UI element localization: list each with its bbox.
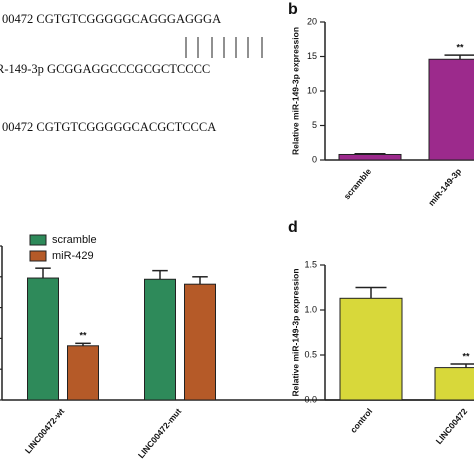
- bar: [338, 153, 402, 161]
- y-tick-label: 5: [312, 120, 317, 130]
- y-tick-label: 1.0: [304, 304, 317, 314]
- bar: [339, 297, 403, 401]
- significance: **: [456, 42, 464, 52]
- y-axis-label: Relative miR-149-3p expression: [290, 268, 300, 396]
- match-bars: [185, 37, 263, 58]
- sequence: R-149-3p GCGGAGGCCCGCGCTCCCC: [0, 62, 210, 76]
- bar: [184, 283, 216, 401]
- sequence: 00472 CGTGTCGGGGGCACGCTCCCA: [2, 120, 216, 134]
- y-axis-label: Relative miR-149-3p expression: [290, 27, 300, 155]
- y-tick-label: 1.5: [304, 259, 317, 269]
- y-tick-label: 0: [312, 154, 317, 164]
- legend-swatch: [29, 250, 47, 262]
- bar: [67, 345, 99, 401]
- bar: [434, 367, 474, 401]
- legend-label: miR-429: [52, 250, 94, 262]
- significance: **: [462, 351, 470, 361]
- legend-swatch: [29, 234, 47, 246]
- y-tick-label: 10: [307, 85, 317, 95]
- x-tick-label: control: [348, 406, 374, 434]
- panel-label: b: [288, 1, 298, 18]
- significance: **: [79, 331, 87, 341]
- bar: [428, 58, 474, 161]
- x-tick-label: LINC00472: [434, 406, 470, 446]
- sequence: 00472 CGTGTCGGGGGCAGGGAGGGA: [2, 12, 221, 26]
- legend-label: scramble: [52, 234, 97, 246]
- y-tick-label: 15: [307, 51, 317, 61]
- x-tick-label: LINC00472-wt: [23, 406, 67, 455]
- bar: [27, 277, 59, 401]
- x-tick-label: LINC00472-mut: [136, 406, 184, 460]
- x-tick-label: scramble: [342, 166, 374, 201]
- x-tick-label: miR-149-3p: [426, 166, 463, 208]
- y-tick-label: 0.0: [304, 394, 317, 404]
- panel-label: d: [288, 219, 298, 236]
- y-tick-label: 0.5: [304, 349, 317, 359]
- bar: [144, 278, 176, 401]
- y-tick-label: 20: [307, 16, 317, 26]
